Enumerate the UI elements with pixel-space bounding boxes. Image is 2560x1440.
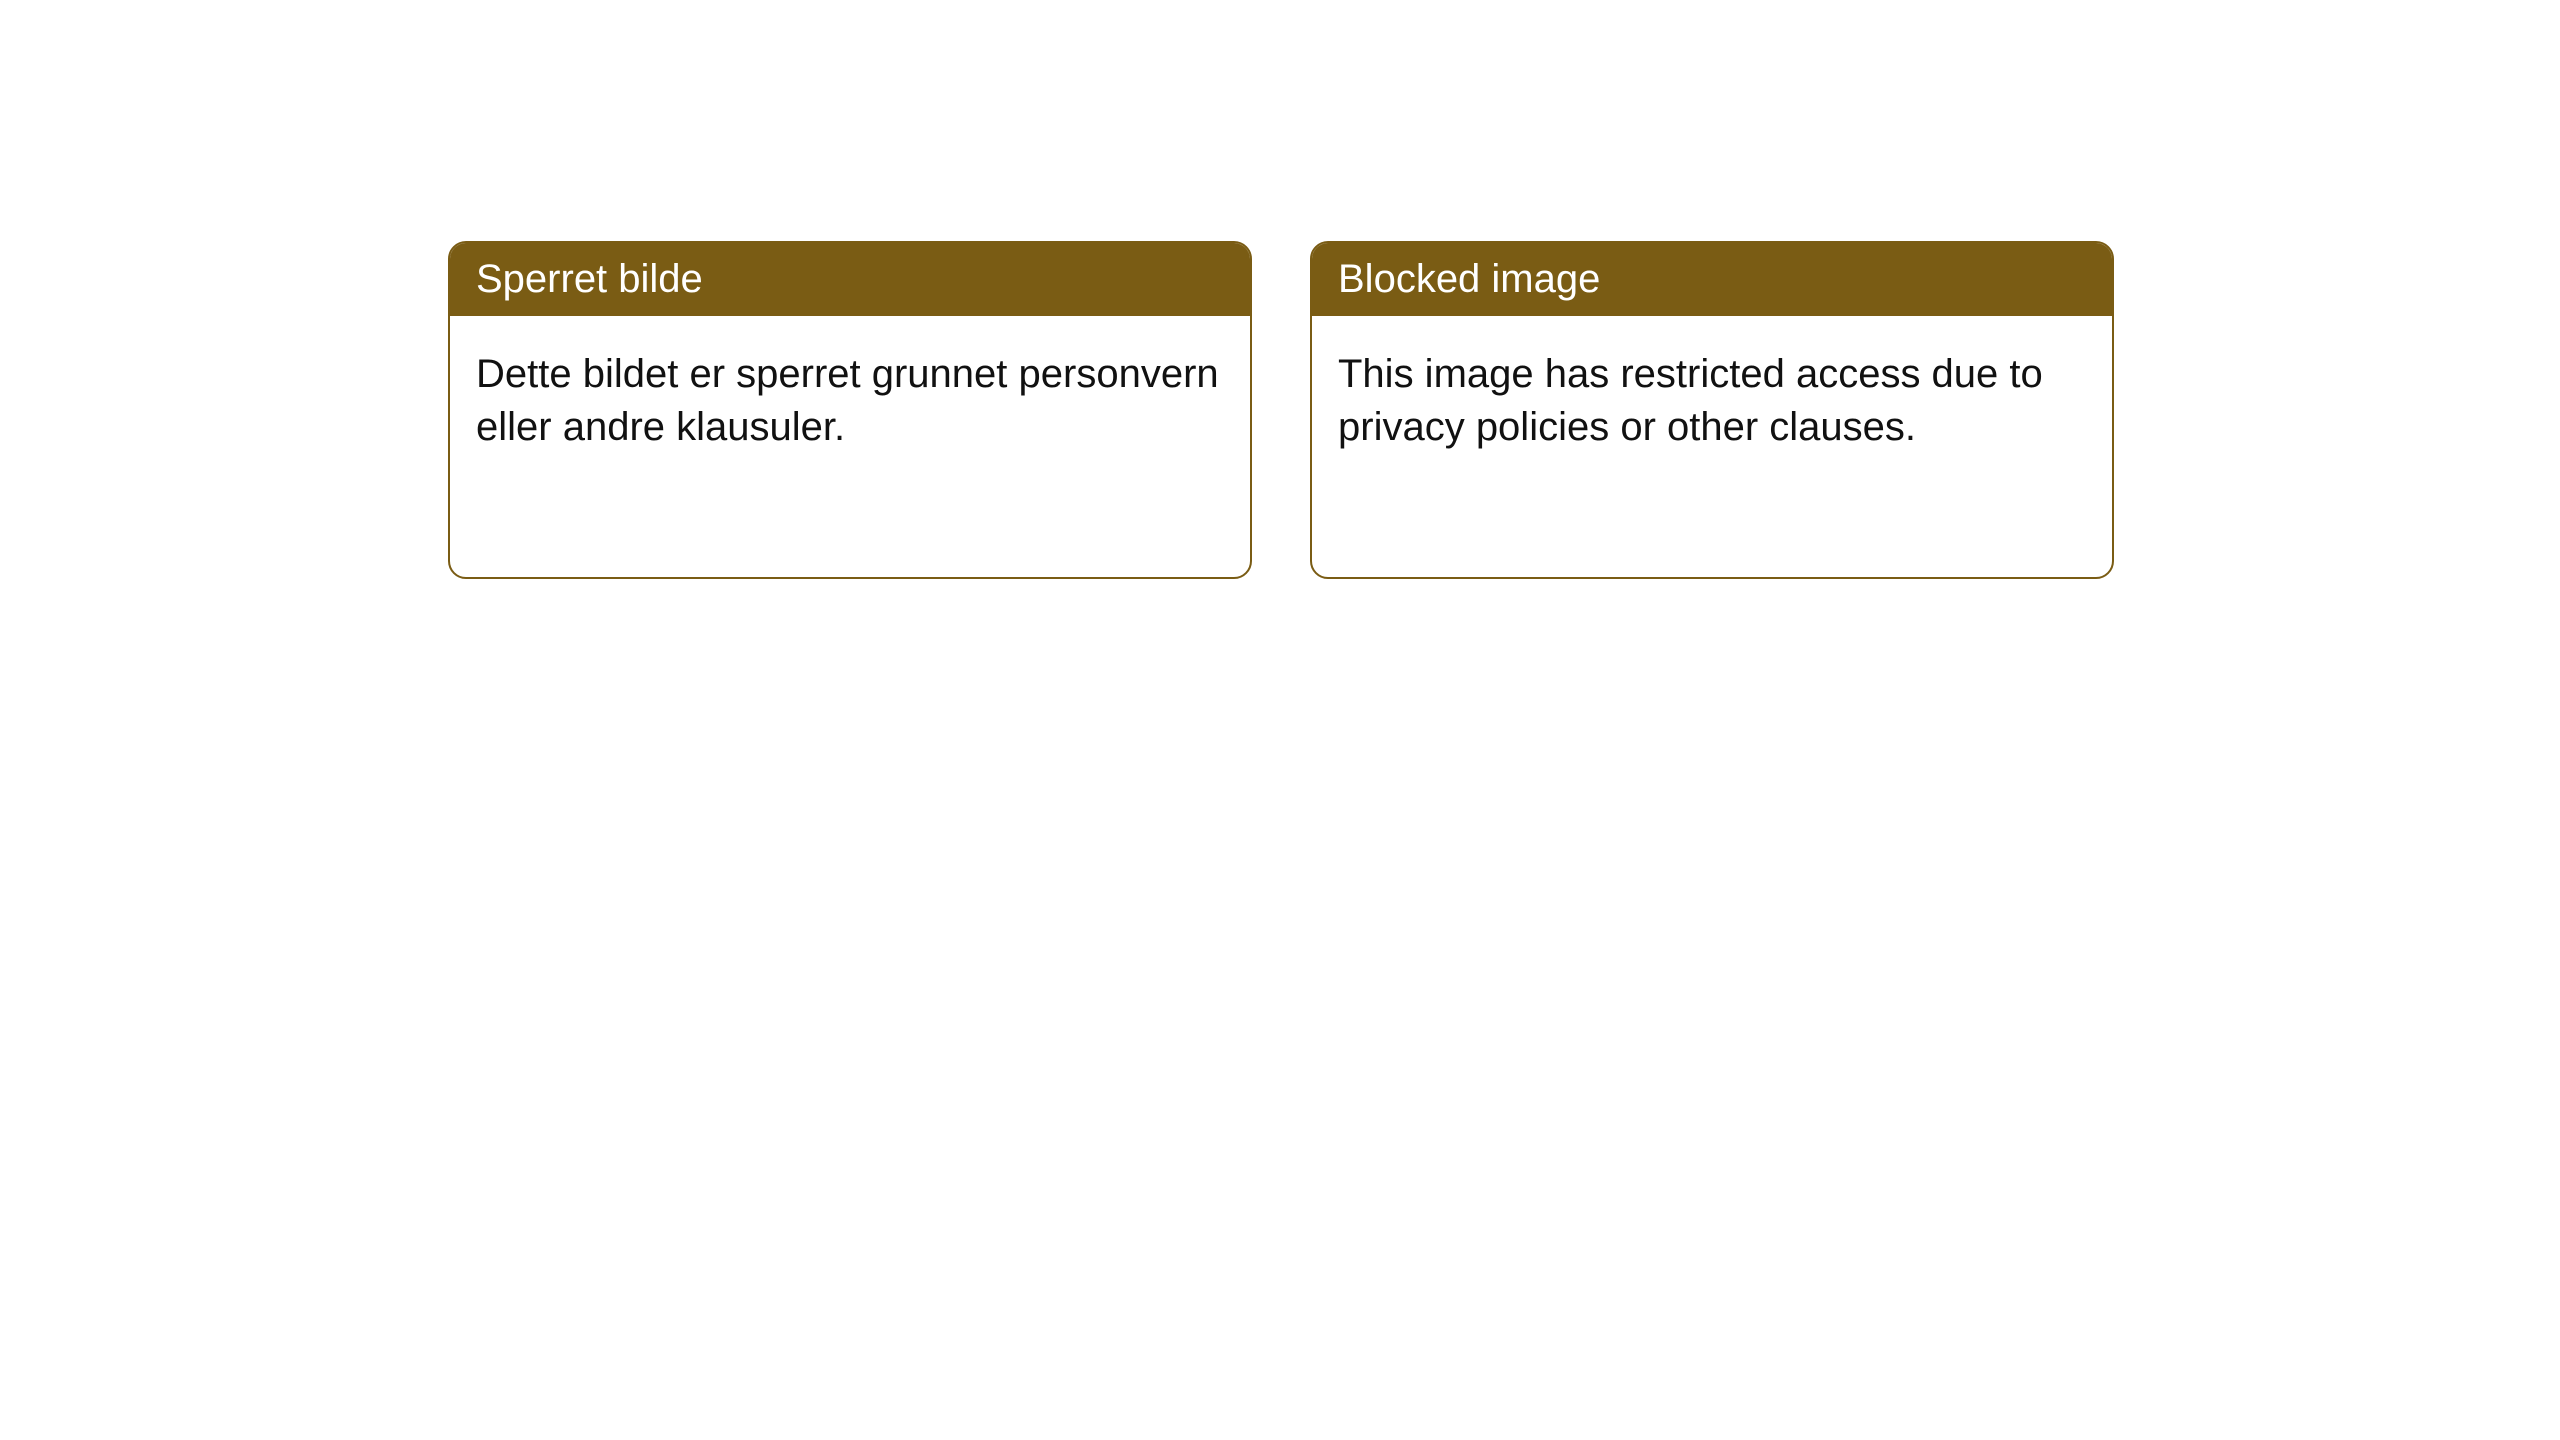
- notice-title: Blocked image: [1338, 257, 1600, 301]
- notice-message: Dette bildet er sperret grunnet personve…: [476, 352, 1219, 449]
- notice-card-english: Blocked image This image has restricted …: [1310, 241, 2114, 579]
- notice-body: This image has restricted access due to …: [1312, 316, 2112, 486]
- notice-card-norwegian: Sperret bilde Dette bildet er sperret gr…: [448, 241, 1252, 579]
- notice-header: Sperret bilde: [450, 243, 1250, 316]
- notice-body: Dette bildet er sperret grunnet personve…: [450, 316, 1250, 486]
- notice-title: Sperret bilde: [476, 257, 703, 301]
- notice-header: Blocked image: [1312, 243, 2112, 316]
- notice-message: This image has restricted access due to …: [1338, 352, 2043, 449]
- notice-container: Sperret bilde Dette bildet er sperret gr…: [448, 241, 2114, 579]
